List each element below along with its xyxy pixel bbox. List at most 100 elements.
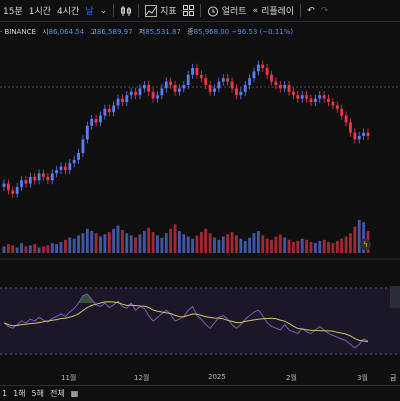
volume-bar xyxy=(46,245,50,253)
candle-body xyxy=(199,74,203,79)
candle-body xyxy=(134,91,137,96)
volume-bar xyxy=(156,235,159,253)
interval-dropdown-button[interactable]: ⌄ xyxy=(97,0,111,21)
volume-bar xyxy=(125,233,129,253)
candle-body xyxy=(313,98,317,102)
volume-bar xyxy=(116,225,120,253)
range-all-button[interactable]: 전체 xyxy=(50,389,65,398)
candle-body xyxy=(252,71,256,79)
candle-body xyxy=(221,78,225,82)
candle-body xyxy=(195,68,199,75)
calendar-icon[interactable]: ▦ xyxy=(70,389,79,398)
volume-bar xyxy=(274,236,278,253)
top-toolbar: 15분 1시간 4시간 날 ⌄ 지표 얼러트 « 리플레이 ↶ ↷ xyxy=(0,0,400,22)
open-label: 시 xyxy=(42,28,49,36)
redo-button[interactable]: ↷ xyxy=(318,0,332,21)
alerts-label: 얼러트 xyxy=(221,7,247,17)
volume-bar xyxy=(270,239,273,253)
volume-bar xyxy=(68,237,72,253)
volume-bar xyxy=(103,234,107,253)
volume-bar xyxy=(50,243,54,253)
candle-body xyxy=(186,74,190,85)
volume-bar xyxy=(265,238,269,253)
candle-body xyxy=(120,98,124,102)
price-axis-marker xyxy=(390,286,400,308)
volume-bar xyxy=(239,238,243,253)
redo-icon: ↷ xyxy=(320,5,329,16)
interval-15m-button[interactable]: 15분 xyxy=(3,7,23,17)
candle-body xyxy=(213,88,216,92)
price-chart[interactable] xyxy=(0,21,400,367)
candle-body xyxy=(112,105,116,113)
candle-body xyxy=(28,176,32,184)
range-1y-button[interactable]: 1해 xyxy=(13,389,26,398)
volume-bar xyxy=(322,239,326,253)
close-label: 종 xyxy=(187,28,194,36)
volume-bar xyxy=(283,237,287,253)
candle-body xyxy=(156,95,159,99)
volume-bar xyxy=(278,234,282,253)
volume-bar xyxy=(55,244,59,253)
symbol-legend: · BINANCE 시86,064.54 고86,589.97 저85,531.… xyxy=(0,27,293,37)
volume-bar xyxy=(151,232,155,253)
volume-bar xyxy=(81,233,85,253)
time-label: 3월 xyxy=(357,374,368,382)
volume-bar xyxy=(230,232,234,253)
candle-body xyxy=(327,98,330,102)
volume-bar xyxy=(20,243,23,253)
volume-bar xyxy=(362,222,366,253)
volume-bar xyxy=(2,246,6,253)
candle-body xyxy=(182,85,186,89)
close-value: 85,968.00 xyxy=(193,28,230,36)
volume-bar xyxy=(182,234,186,253)
alerts-button[interactable]: 얼러트 xyxy=(204,0,250,21)
symbol-name[interactable]: · BINANCE xyxy=(0,28,36,36)
low-label: 저 xyxy=(138,28,146,36)
candle-style-button[interactable] xyxy=(117,0,135,21)
volume-bar xyxy=(90,231,94,253)
volume-bar xyxy=(353,226,357,253)
interval-1h-button[interactable]: 1시간 xyxy=(28,7,52,17)
interval-day-button[interactable]: 날 xyxy=(85,7,94,17)
chevron-down-icon: ⌄ xyxy=(99,5,108,16)
indicators-button[interactable]: 지표 xyxy=(142,0,180,21)
volume-bar xyxy=(235,235,238,253)
candle-body xyxy=(230,81,234,89)
candle-body xyxy=(239,91,243,96)
range-1d-button[interactable]: 1 xyxy=(2,389,8,398)
indicators-icon xyxy=(145,4,158,17)
lightning-icon[interactable]: ϟ xyxy=(360,239,371,250)
candle-body xyxy=(217,81,221,89)
volume-bar xyxy=(318,240,322,253)
volume-bar xyxy=(204,228,208,253)
volume-bar xyxy=(335,240,339,253)
candle-body xyxy=(287,85,291,92)
candle-body xyxy=(11,190,15,194)
time-label: 11월 xyxy=(61,374,77,382)
volume-bar xyxy=(309,242,313,253)
volume-bar xyxy=(287,239,291,253)
volume-bar xyxy=(42,246,45,253)
candle-body xyxy=(99,115,102,123)
interval-4h-button[interactable]: 4시간 xyxy=(57,7,80,17)
volume-bar xyxy=(191,238,195,253)
candle-body xyxy=(164,81,168,89)
candle-body xyxy=(147,85,151,92)
volume-bar xyxy=(129,235,133,253)
volume-bar xyxy=(94,233,98,253)
replay-button[interactable]: « 리플레이 xyxy=(250,0,298,21)
volume-bar xyxy=(243,240,247,253)
candle-body xyxy=(208,85,212,92)
candle-body xyxy=(81,139,85,153)
candle-body xyxy=(15,187,19,194)
candle-body xyxy=(204,78,208,85)
range-5y-button[interactable]: 5해 xyxy=(31,389,44,398)
volume-bar xyxy=(33,244,37,253)
volume-bar xyxy=(160,237,164,253)
candle-body xyxy=(72,159,76,164)
undo-button[interactable]: ↶ xyxy=(304,0,318,21)
layout-button[interactable] xyxy=(180,0,197,21)
candle-body xyxy=(160,88,164,96)
candle-body xyxy=(2,183,6,187)
time-axis: 11월 12월 2025 2월 3월 금 xyxy=(0,367,400,385)
